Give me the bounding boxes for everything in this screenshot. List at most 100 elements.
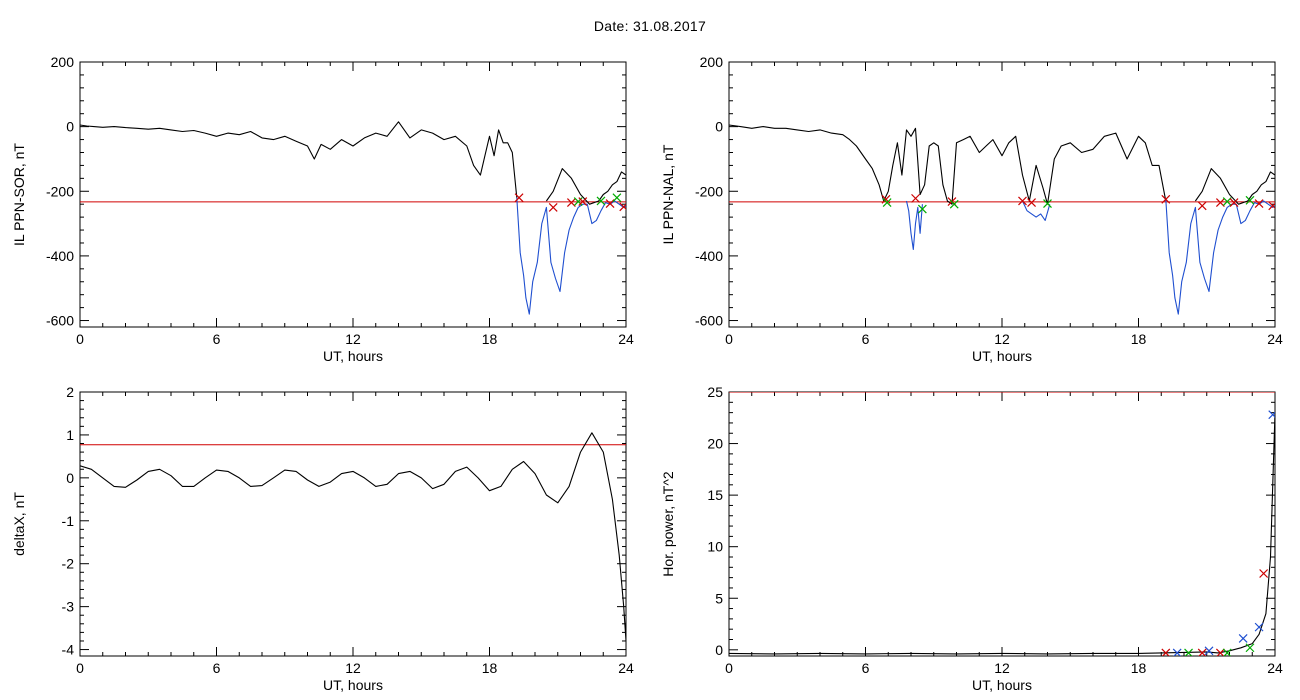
x-marker (1184, 648, 1193, 656)
x-marker (1245, 195, 1255, 205)
x-marker (1172, 648, 1182, 656)
x-marker (1215, 648, 1225, 656)
x-tick-label: 18 (1131, 331, 1147, 347)
x-marker (578, 197, 588, 207)
x-marker (1254, 622, 1264, 632)
x-marker (1229, 198, 1239, 208)
x-tick-label: 18 (482, 660, 498, 676)
y-tick-label: 10 (707, 539, 723, 555)
y-tick-label: 0 (715, 642, 723, 658)
x-marker (881, 194, 891, 204)
y-tick-label: 200 (51, 54, 75, 70)
x-tick-label: 6 (213, 660, 221, 676)
series-line-0 (729, 124, 1167, 205)
series-line-3 (1165, 199, 1275, 315)
x-tick-label: 12 (345, 331, 361, 347)
series-line-2 (1022, 200, 1051, 221)
y-tick-label: 25 (707, 384, 723, 400)
x-tick-label: 12 (345, 660, 361, 676)
series-line-1 (905, 200, 923, 250)
x-marker (1238, 634, 1248, 643)
x-tick-label: 0 (76, 660, 84, 676)
x-tick-label: 6 (862, 331, 870, 347)
y-tick-label: 5 (715, 590, 723, 606)
plot-data (80, 432, 626, 642)
x-marker (1018, 196, 1027, 206)
x-marker (1204, 646, 1214, 656)
y-tick-label: -2 (62, 556, 75, 572)
x-marker (1161, 194, 1171, 204)
x-tick-label: 18 (1131, 660, 1147, 676)
y-tick-label: 15 (707, 487, 723, 503)
y-tick-label: -200 (695, 183, 723, 199)
x-marker (1268, 410, 1275, 420)
x-tick-label: 24 (1267, 660, 1283, 676)
y-axis-label: Hor. power, nT^2 (660, 471, 676, 577)
y-tick-label: 200 (700, 54, 724, 70)
y-tick-label: 20 (707, 436, 723, 452)
plot-data (80, 121, 626, 315)
x-tick-label: 12 (994, 660, 1010, 676)
plot-frame (728, 391, 1276, 657)
plot-hor-power: 0 6 12 18 24 0 5 10 15 20 25 UT, hours Hor. power, n… (660, 384, 1283, 693)
x-axis-label: UT, hours (972, 348, 1032, 364)
x-marker (1043, 199, 1052, 208)
y-tick-label: -400 (695, 248, 723, 264)
x-marker (1197, 648, 1207, 656)
x-marker (1222, 648, 1232, 656)
x-marker (1254, 199, 1264, 208)
y-tick-label: -4 (62, 642, 75, 658)
plot-frame (79, 61, 627, 328)
series-line-4 (1194, 168, 1275, 205)
x-marker (917, 204, 927, 214)
x-axis-label: UT, hours (323, 348, 383, 364)
y-tick-label: -400 (46, 248, 74, 264)
x-axis-label: UT, hours (972, 677, 1032, 693)
series-line-1 (516, 197, 626, 315)
x-marker (605, 199, 615, 208)
x-tick-label: 0 (76, 331, 84, 347)
x-marker (949, 199, 959, 209)
x-tick-label: 24 (618, 660, 634, 676)
plot-ppn-sor: 0 6 12 18 24 -600 -400 -200 0 200 UT, hours IL PPN-… (11, 54, 634, 364)
y-tick-label: 0 (66, 470, 74, 486)
x-marker (619, 202, 626, 212)
series-line-0 (80, 121, 518, 198)
plot-data (729, 124, 1275, 315)
x-marker (1027, 198, 1036, 208)
series-line-0 (80, 432, 626, 642)
x-marker (1161, 648, 1171, 656)
y-tick-label: -600 (695, 313, 723, 329)
x-tick-label: 18 (482, 331, 498, 347)
plot-frame (728, 61, 1276, 328)
x-marker (882, 198, 892, 208)
x-tick-label: 0 (725, 660, 733, 676)
y-tick-label: -3 (62, 599, 75, 615)
x-marker (1245, 643, 1255, 653)
series-line-0 (729, 412, 1275, 655)
plot-ppn-nal: 0 6 12 18 24 -600 -400 -200 0 200 UT, hours IL PPN-… (660, 54, 1283, 364)
x-marker (1197, 201, 1207, 211)
y-tick-label: -200 (46, 183, 74, 199)
x-marker (596, 196, 606, 206)
x-marker (1268, 201, 1275, 211)
x-axis-label: UT, hours (323, 677, 383, 693)
plot-data (729, 392, 1275, 656)
x-marker (548, 203, 558, 212)
x-marker (612, 193, 622, 203)
x-tick-label: 6 (213, 331, 221, 347)
y-tick-label: 0 (715, 119, 723, 135)
x-tick-label: 0 (725, 331, 733, 347)
y-tick-label: -600 (46, 313, 74, 329)
x-marker (1259, 569, 1269, 578)
y-tick-label: 2 (66, 384, 74, 400)
x-tick-label: 6 (862, 660, 870, 676)
plot-frame (79, 391, 627, 657)
y-axis-label: deltaX, nT (11, 492, 27, 556)
y-axis-label: IL PPN-NAL, nT (660, 144, 676, 244)
x-tick-label: 12 (994, 331, 1010, 347)
chart-date-title: Date: 31.08.2017 (593, 18, 707, 34)
y-axis-label: IL PPN-SOR, nT (11, 143, 27, 246)
